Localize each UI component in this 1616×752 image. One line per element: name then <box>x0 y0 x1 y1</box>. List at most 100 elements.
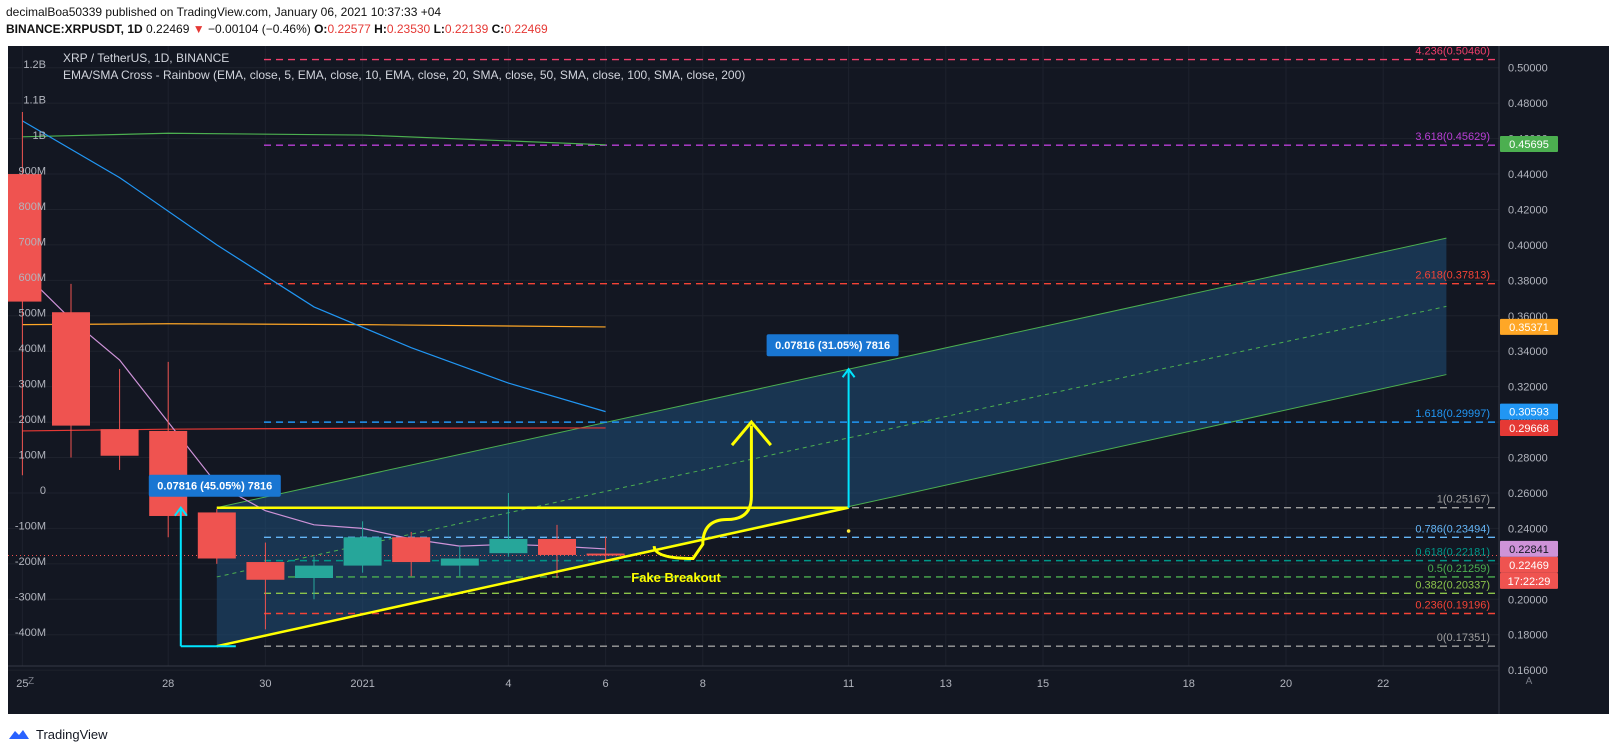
fib-label: 0.236(0.19196) <box>1415 600 1490 612</box>
time-tick: 8 <box>700 678 706 690</box>
volume-tick: 600M <box>18 272 46 284</box>
channel-fill <box>216 238 1447 647</box>
candle-body <box>197 512 236 559</box>
measure-box <box>766 334 899 357</box>
price-chart[interactable]: 4.236(0.50460) 3.618(0.45629) 2.618(0.3781… <box>8 46 1609 714</box>
fib-label: 0.786(0.23494) <box>1415 523 1490 535</box>
price-tick: 0.50000 <box>1508 63 1548 75</box>
breakout-arrowhead <box>730 419 772 447</box>
volume-tick: 700M <box>18 237 46 249</box>
chart-panel[interactable]: 4.236(0.50460) 3.618(0.45629) 2.618(0.3781… <box>8 46 1609 714</box>
volume-tick: 500M <box>18 308 46 320</box>
marker-dot <box>846 529 851 533</box>
tradingview-logo-icon <box>9 730 29 739</box>
candle-body <box>8 174 42 302</box>
price-tag-label: 17:22:29 <box>1508 576 1551 588</box>
time-tick: 28 <box>162 678 174 690</box>
time-tick: 25 <box>16 678 28 690</box>
measure-label: 0.07816 (45.05%) 7816 <box>157 481 272 493</box>
legend-indicator: EMA/SMA Cross - Rainbow (EMA, close, 5, … <box>63 68 745 82</box>
time-tick: 6 <box>603 678 609 690</box>
price-tick: 0.20000 <box>1508 594 1548 606</box>
volume-tick: 1B <box>33 130 46 142</box>
fib-extension: 4.236(0.50460) 3.618(0.45629) 2.618(0.3781… <box>8 46 1499 647</box>
time-tick: 18 <box>1183 678 1195 690</box>
volume-tick: -400M <box>15 627 46 639</box>
fake-breakout-label: Fake Breakout <box>631 570 721 585</box>
volume-tick: -100M <box>15 521 46 533</box>
symbol-label: BINANCE:XRPUSDT, 1D <box>6 22 143 36</box>
zoom-corner-label[interactable]: Z <box>28 676 34 687</box>
open-label: O: <box>314 22 328 36</box>
price-tag-box <box>1500 318 1558 335</box>
auto-scale-button[interactable]: A <box>1526 676 1533 687</box>
symbol-ohlc-line: BINANCE:XRPUSDT, 1D 0.22469 ▼ −0.00104 (… <box>6 21 548 38</box>
volume-tick: 800M <box>18 201 46 213</box>
snapshot-header: decimalBoa50339 published on TradingView… <box>6 4 548 38</box>
measure-arrowhead <box>841 367 856 378</box>
price-tag-box <box>1500 556 1558 573</box>
time-tick: 30 <box>259 678 271 690</box>
candle-body <box>100 429 139 456</box>
channel-mid <box>216 305 1447 578</box>
fib-label: 0(0.17351) <box>1437 632 1490 644</box>
close-label: C: <box>491 22 505 36</box>
candle-body <box>489 539 528 554</box>
candle-body <box>343 537 382 566</box>
fib-label: 0.5(0.21259) <box>1428 563 1490 575</box>
measure-arrowhead <box>174 506 188 517</box>
drawings: Fake Breakout 0.07816 (45.05%) 7816 0.0781… <box>148 334 899 648</box>
volume-tick: 1.1B <box>23 95 46 107</box>
price-tick: 0.42000 <box>1508 204 1548 216</box>
publish-line: decimalBoa50339 published on TradingView… <box>6 5 442 19</box>
candle-body <box>586 553 625 556</box>
breakout-path <box>652 425 753 561</box>
measure-box <box>148 474 281 497</box>
price-tick: 0.16000 <box>1508 665 1548 677</box>
volume-tick: -300M <box>15 592 46 604</box>
price-change: −0.00104 (−0.46%) <box>208 22 311 36</box>
low-label: L: <box>433 22 445 36</box>
open-value: 0.22577 <box>327 22 371 36</box>
price-tag-label: 0.29668 <box>1509 423 1549 435</box>
time-tick: 11 <box>843 678 854 690</box>
volume-tick: 100M <box>18 450 46 462</box>
fib-label: 2.618(0.37813) <box>1415 270 1490 282</box>
volume-tick: 900M <box>18 166 46 178</box>
price-axis-bg <box>1499 46 1609 714</box>
price-tag-label: 0.30593 <box>1509 407 1549 419</box>
candle-body <box>538 539 576 555</box>
footer: TradingView <box>8 724 108 744</box>
price-tag-box <box>1500 572 1558 589</box>
price-tick: 0.28000 <box>1508 453 1548 465</box>
candle-body <box>149 430 188 516</box>
legend-title: XRP / TetherUS, 1D, BINANCE <box>63 51 229 65</box>
volume-tick: 1.2B <box>23 59 46 71</box>
axes: 0.500000.480000.460000.440000.420000.400… <box>8 46 1609 714</box>
volume-tick: 0 <box>40 485 46 497</box>
ema-20-line <box>22 120 606 413</box>
price-tick: 0.44000 <box>1508 169 1548 181</box>
support-trendline <box>216 506 849 648</box>
down-arrow-icon: ▼ <box>192 22 205 36</box>
volume-tick: -200M <box>15 556 46 568</box>
candle-body <box>52 312 90 426</box>
time-tick: 22 <box>1377 678 1389 690</box>
price-tick: 0.40000 <box>1508 240 1548 252</box>
price-tag-label: 0.45695 <box>1509 139 1549 151</box>
candle-body <box>392 537 431 563</box>
high-value: 0.23530 <box>386 22 431 36</box>
price-tag-box <box>1500 540 1558 557</box>
price-tick: 0.24000 <box>1508 523 1548 535</box>
time-tick: 2021 <box>350 678 374 690</box>
high-label: H: <box>374 22 387 36</box>
fib-label: 0.382(0.20337) <box>1415 579 1490 591</box>
price-tag-box <box>1500 403 1558 420</box>
low-value: 0.22139 <box>444 22 489 36</box>
footer-brand: TradingView <box>36 726 108 742</box>
volume-tick: 400M <box>18 343 46 355</box>
candle-body <box>246 562 285 580</box>
price-tag-label: 0.22841 <box>1509 544 1549 556</box>
time-tick: 15 <box>1037 678 1049 690</box>
sma-200-line <box>22 132 606 146</box>
